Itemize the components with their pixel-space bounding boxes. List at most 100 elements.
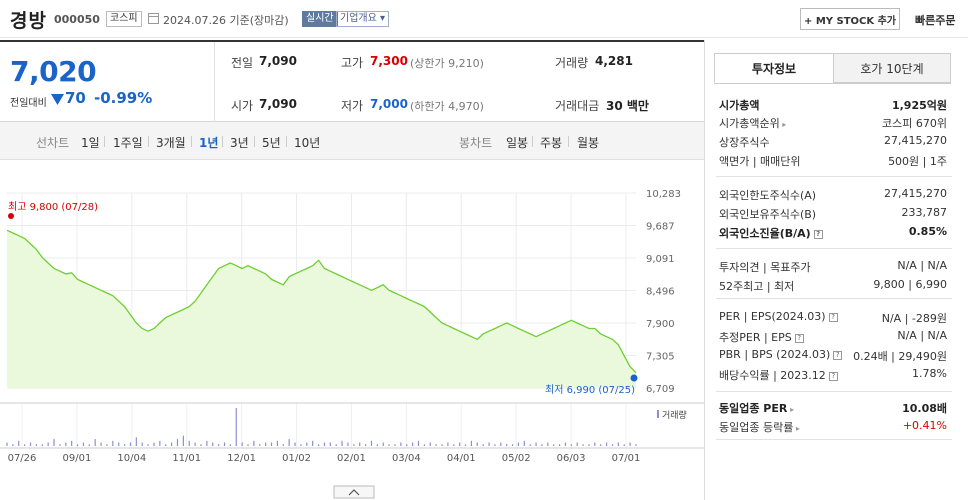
help-icon[interactable]: ?	[813, 229, 823, 239]
company-overview-dropdown[interactable]: 기업개요 ▾	[336, 11, 390, 27]
period-3m[interactable]: 3개월	[156, 136, 186, 150]
volume-bar	[312, 440, 314, 446]
y-tick-label: 7,305	[646, 352, 675, 363]
x-tick-label: 04/01	[447, 453, 476, 464]
panel-row-label: 투자의견 | 목표주가	[719, 261, 811, 274]
volume-bar	[482, 444, 484, 446]
volume-bar	[323, 442, 326, 446]
candle-daily[interactable]: 일봉	[506, 136, 529, 150]
volume-bar	[200, 444, 202, 446]
panel-row-label: PBR | BPS (2024.03)?	[719, 348, 843, 361]
low-label: 최저 6,990 (07/25)	[545, 384, 635, 396]
help-icon[interactable]: ?	[794, 333, 804, 343]
help-icon[interactable]: ?	[828, 312, 838, 322]
candle-monthly[interactable]: 월봉	[577, 136, 600, 150]
panel-row-value: N/A | N/A	[897, 259, 947, 272]
volume-bar	[165, 444, 167, 446]
separator	[286, 136, 287, 147]
realtime-badge[interactable]: 실시간	[302, 11, 338, 27]
period-1d[interactable]: 1일	[81, 136, 100, 150]
open-value: 7,090	[259, 97, 297, 111]
add-mystock-button[interactable]: + MY STOCK 추가	[800, 8, 900, 30]
volume-bar	[506, 444, 508, 446]
panel-row-value: 500원 | 1주	[888, 155, 947, 168]
period-bar	[0, 122, 704, 160]
volume-bar	[317, 444, 320, 446]
volume-bar	[300, 444, 302, 446]
volume-bar	[88, 444, 90, 446]
volume-bar	[382, 442, 384, 446]
panel-row-label: 상장주식수	[719, 136, 770, 149]
volume-bar	[218, 444, 220, 446]
panel-row-label: 52주최고 | 최저	[719, 280, 795, 293]
volume-bar	[247, 444, 249, 446]
panel-row-label: 외국인한도주식수(A)	[719, 189, 817, 202]
volume-bar	[600, 444, 602, 446]
price-summary	[0, 40, 704, 122]
help-icon[interactable]: ?	[828, 371, 838, 381]
high-label: 최고 9,800 (07/28)	[8, 201, 98, 213]
separator	[191, 136, 192, 147]
change-value: 70	[65, 89, 86, 107]
panel-separator	[716, 391, 952, 392]
divider	[214, 42, 215, 122]
arrow-right-icon: ▸	[779, 120, 787, 129]
price-chart[interactable]: 10,283 9,687 9,091 8,496 7,900 7,305 6,709 07/2…	[0, 160, 704, 500]
candle-weekly[interactable]: 주봉	[540, 136, 563, 150]
period-10y[interactable]: 10년	[294, 136, 321, 150]
panel-row-label[interactable]: 동일업종 등락률 ▸	[719, 421, 800, 434]
tab-orderbook[interactable]: 호가 10단계	[833, 53, 951, 83]
panel-separator	[716, 248, 952, 249]
tab-invest-info[interactable]: 투자정보	[714, 53, 834, 83]
volume-bar	[53, 439, 55, 446]
volume-bar	[106, 444, 108, 446]
panel-row-label: 시가총액	[719, 99, 760, 112]
help-icon[interactable]: ?	[833, 350, 843, 360]
panel-separator	[716, 298, 952, 299]
panel-row-value: 0.24배 | 29,490원	[853, 350, 947, 363]
amount-value: 30 백만	[606, 99, 649, 113]
panel-row-value: 233,787	[901, 206, 948, 219]
line-chart-label: 선차트	[36, 136, 70, 150]
volume-bar	[241, 442, 243, 446]
panel-row-value: 27,415,270	[884, 134, 947, 147]
down-triangle-icon	[51, 94, 64, 105]
volume-bar	[123, 444, 126, 446]
volume-bar	[65, 442, 67, 446]
period-3y[interactable]: 3년	[230, 136, 249, 150]
volume-bar	[235, 408, 237, 446]
volume-bar	[511, 444, 514, 446]
panel-row-label[interactable]: 동일업종 PER ▸	[719, 402, 795, 415]
volume-bar	[582, 444, 584, 446]
panel-row-label[interactable]: 시가총액순위 ▸	[719, 117, 787, 130]
volume-bar	[388, 444, 390, 446]
volume-bar	[141, 442, 143, 446]
volume-bar	[112, 440, 114, 446]
volume-bar	[182, 435, 184, 446]
panel-row-label: PER | EPS(2024.03)?	[719, 310, 838, 323]
panel-row-value: 9,800 | 6,990	[873, 278, 947, 291]
volume-bar	[41, 444, 43, 446]
volume-bar	[517, 442, 520, 446]
header: 경방 000050 코스피 2024.07.26 기준(장마감) 실시간 기업개…	[0, 0, 968, 38]
volume-bar	[558, 444, 561, 446]
volume-bar	[212, 442, 214, 446]
period-1w[interactable]: 1주일	[113, 136, 143, 150]
volume-bar	[147, 444, 149, 446]
y-tick-label: 6,709	[646, 384, 675, 395]
open-label: 시가	[231, 99, 254, 113]
volume-bar	[118, 442, 120, 446]
period-5y[interactable]: 5년	[262, 136, 281, 150]
volume-bar	[376, 444, 378, 446]
x-tick-label: 01/02	[282, 453, 311, 464]
volume-bar	[453, 444, 455, 446]
period-1y[interactable]: 1년	[199, 136, 219, 150]
volume-bar	[206, 440, 208, 446]
volume-bar	[553, 444, 555, 446]
quick-order-button[interactable]: 빠른주문	[915, 14, 956, 27]
collapse-button[interactable]	[333, 485, 375, 499]
stock-name[interactable]: 경방	[10, 10, 47, 32]
lower-limit: (하한가 4,970)	[410, 100, 484, 113]
volume-bar	[188, 440, 190, 446]
stock-code: 000050	[54, 13, 100, 26]
